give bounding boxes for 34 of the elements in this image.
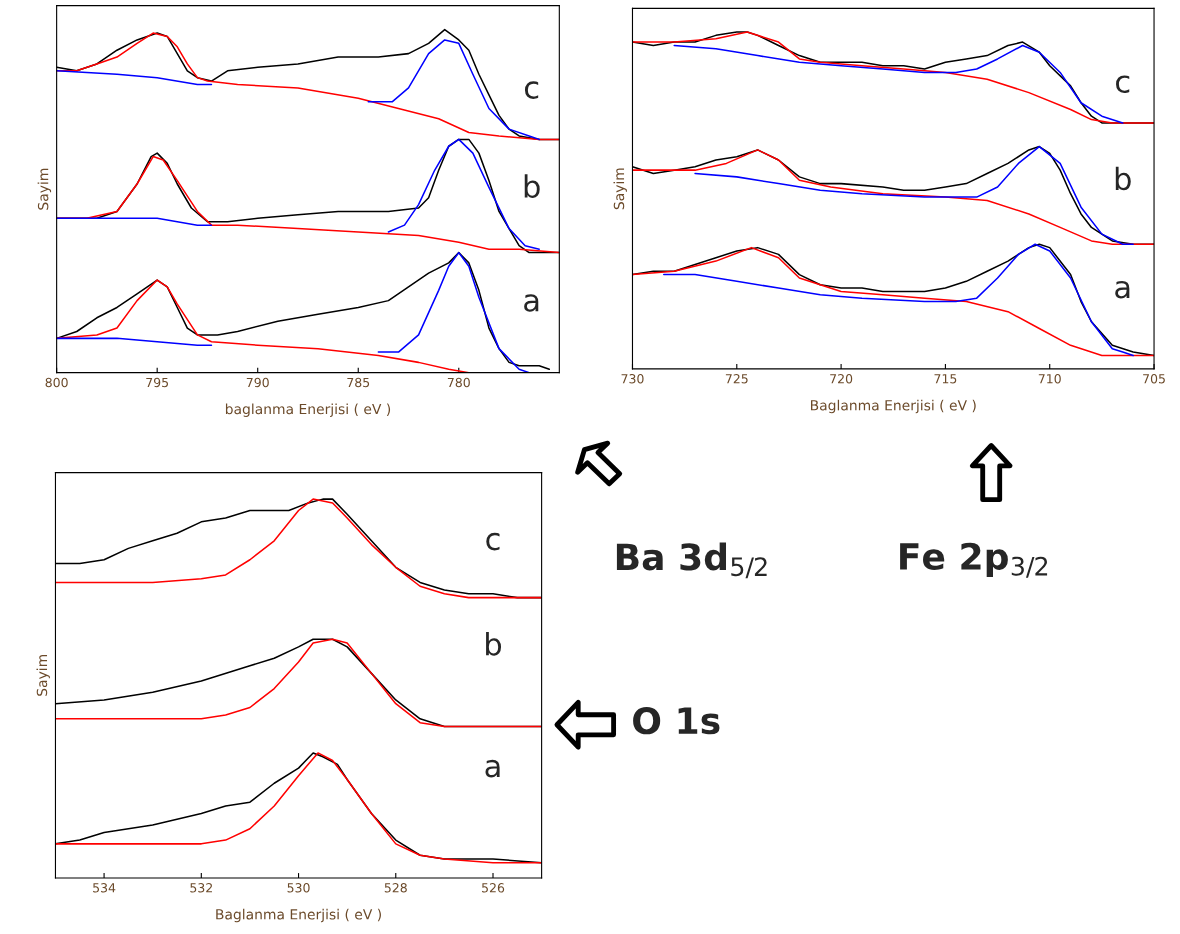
annotation: c [486, 532, 500, 551]
annotation: b [486, 632, 502, 656]
annotation: a [1115, 280, 1130, 299]
x-tick-label: 710 [1038, 374, 1061, 384]
y-axis-title: Sayim [613, 168, 627, 210]
x-tick-label: 795 [146, 377, 169, 388]
x-tick-label: 800 [45, 377, 68, 388]
x-tick-label: 528 [384, 883, 407, 893]
text: Ba 3d$_{5/2}$ [616, 542, 767, 579]
annotation: a [485, 759, 500, 778]
x-tick-label: 534 [93, 883, 116, 893]
annotation: b [524, 174, 540, 198]
text: O 1s [633, 707, 720, 735]
annotation: a [524, 294, 539, 312]
x-axis-title: Baglanma Enerjisi ( eV ) [811, 399, 976, 414]
x-tick-label: 532 [190, 883, 212, 893]
y-axis-title: Sayim [36, 654, 50, 696]
text: Fe 2p$_{3/2}$ [900, 542, 1048, 578]
x-axis-title: Baglanma Enerjisi ( eV ) [216, 908, 381, 923]
x-tick-label: 530 [287, 883, 310, 893]
annotation: c [1116, 75, 1130, 93]
y-axis-title: Sayim [37, 168, 52, 210]
x-tick-label: 785 [347, 377, 370, 388]
x-tick-label: 790 [246, 377, 269, 388]
x-tick-label: 715 [934, 374, 957, 384]
x-tick-label: 720 [830, 374, 853, 384]
x-axis-title: baglanma Enerjisi ( eV ) [225, 403, 391, 417]
annotation: c [524, 81, 539, 99]
annotation: b [1115, 166, 1131, 191]
x-tick-label: 725 [725, 374, 748, 384]
x-tick-label: 705 [1143, 374, 1165, 384]
x-tick-label: 526 [482, 883, 505, 893]
x-tick-label: 780 [447, 377, 470, 388]
x-tick-label: 730 [621, 374, 644, 384]
